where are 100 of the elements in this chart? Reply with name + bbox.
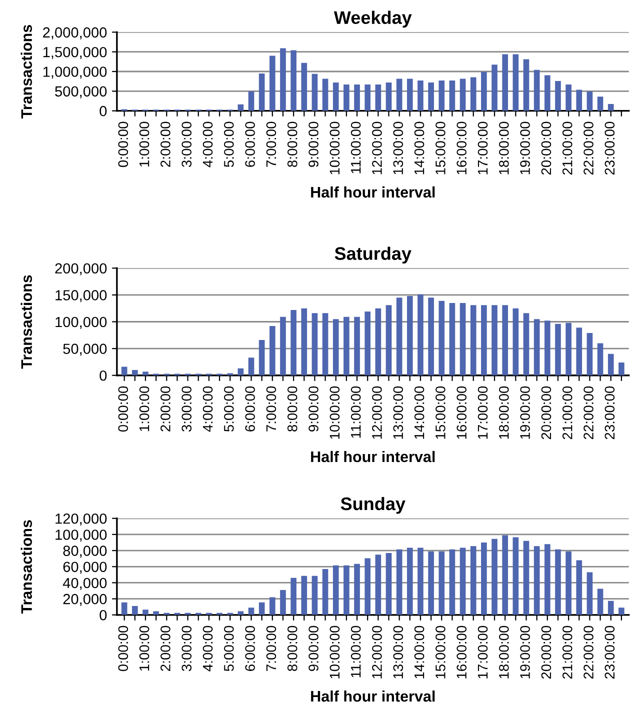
x-tick-label: 4:00:00: [202, 122, 213, 168]
bar: [470, 305, 476, 376]
bar: [375, 554, 382, 615]
bar: [449, 549, 456, 615]
x-tick-label: 10:00:00: [330, 122, 340, 174]
x-tick-label: 7:00:00: [266, 626, 276, 671]
x-tick-label: 13:00:00: [393, 122, 404, 174]
y-tick-label: 40,000: [62, 578, 107, 590]
bar: [322, 569, 328, 615]
bar: [428, 551, 434, 615]
bar: [608, 104, 614, 111]
bar: [396, 298, 402, 376]
x-tick-label: 11:00:00: [350, 122, 361, 174]
bar: [449, 80, 456, 111]
bar: [396, 78, 402, 111]
y-tick-label: 0: [100, 106, 107, 116]
x-tick-label: 12:00:00: [372, 122, 382, 174]
bar: [576, 560, 582, 615]
bar: [386, 82, 392, 111]
bar: [512, 54, 519, 111]
y-tick-label: 0: [100, 610, 107, 620]
x-tick-label: 16:00:00: [456, 122, 467, 174]
x-tick-label: 1:00:00: [139, 626, 150, 671]
x-tick-label: 20:00:00: [541, 386, 552, 440]
bar: [312, 74, 318, 111]
bar: [492, 64, 498, 111]
x-tick-label: 7:00:00: [266, 122, 276, 167]
bar: [438, 551, 445, 615]
x-tick-label: 12:00:00: [372, 386, 382, 439]
bar: [258, 73, 265, 111]
bar: [406, 548, 413, 615]
y-tick-label: 1,500,000: [43, 46, 107, 59]
bar: [301, 62, 308, 111]
bar: [608, 600, 614, 615]
bar: [354, 316, 360, 376]
bar: [248, 608, 254, 615]
bar: [322, 78, 328, 111]
x-tick-label: 4:00:00: [202, 386, 213, 432]
bar: [618, 362, 624, 376]
x-tick-label: 8:00:00: [287, 386, 298, 432]
bar: [364, 558, 370, 615]
x-tick-label: 13:00:00: [393, 386, 404, 439]
x-tick-label: 14:00:00: [414, 386, 424, 439]
bar: [576, 328, 582, 376]
chart-title: Saturday: [334, 246, 412, 264]
bar: [523, 540, 530, 615]
x-tick-label: 23:00:00: [604, 626, 615, 679]
x-tick-label: 20:00:00: [541, 626, 552, 679]
x-tick-label: 10:00:00: [330, 626, 340, 678]
bar: [481, 305, 487, 376]
bar: [290, 578, 296, 615]
bar: [555, 324, 561, 376]
x-tick-label: 21:00:00: [562, 122, 572, 175]
bar: [312, 313, 318, 376]
x-tick-label: 11:00:00: [350, 626, 361, 678]
bar: [142, 610, 148, 615]
bar: [586, 572, 593, 615]
x-tick-label: 19:00:00: [520, 386, 530, 439]
x-tick-label: 0:00:00: [118, 626, 128, 672]
bar: [523, 313, 530, 376]
bar: [449, 302, 456, 376]
bar: [534, 546, 540, 615]
bar: [280, 316, 286, 376]
bar: [460, 548, 466, 615]
bar: [396, 549, 402, 615]
bar: [248, 358, 254, 376]
x-tick-label: 6:00:00: [245, 386, 255, 432]
bar: [438, 300, 445, 376]
x-tick-label: 2:00:00: [160, 626, 170, 671]
x-tick-label: 6:00:00: [245, 626, 255, 671]
bar: [502, 305, 508, 376]
bar: [364, 84, 370, 111]
x-tick-label: 23:00:00: [604, 122, 615, 175]
bar: [132, 370, 138, 376]
x-axis-title: Half hour interval: [311, 450, 435, 462]
bar: [523, 59, 530, 111]
x-tick-label: 16:00:00: [456, 386, 467, 439]
bar: [332, 319, 339, 376]
bar: [428, 82, 434, 111]
bar: [386, 552, 392, 615]
y-tick-label: 1,000,000: [43, 66, 107, 79]
bar: [248, 91, 254, 111]
bar: [492, 538, 498, 615]
bar: [280, 48, 286, 111]
bar: [566, 551, 572, 615]
bar: [492, 305, 498, 376]
x-tick-label: 15:00:00: [436, 386, 446, 439]
x-tick-label: 11:00:00: [350, 386, 361, 438]
y-tick-label: 150,000: [56, 290, 107, 302]
bar: [460, 78, 466, 111]
bar: [332, 565, 339, 615]
x-tick-label: 22:00:00: [584, 122, 594, 175]
bar: [597, 96, 604, 111]
x-tick-label: 16:00:00: [456, 626, 467, 678]
bar: [375, 84, 382, 111]
bar: [534, 70, 540, 111]
bar: [344, 316, 350, 376]
bar: [258, 602, 265, 615]
bar: [280, 590, 286, 615]
bar: [132, 606, 138, 615]
